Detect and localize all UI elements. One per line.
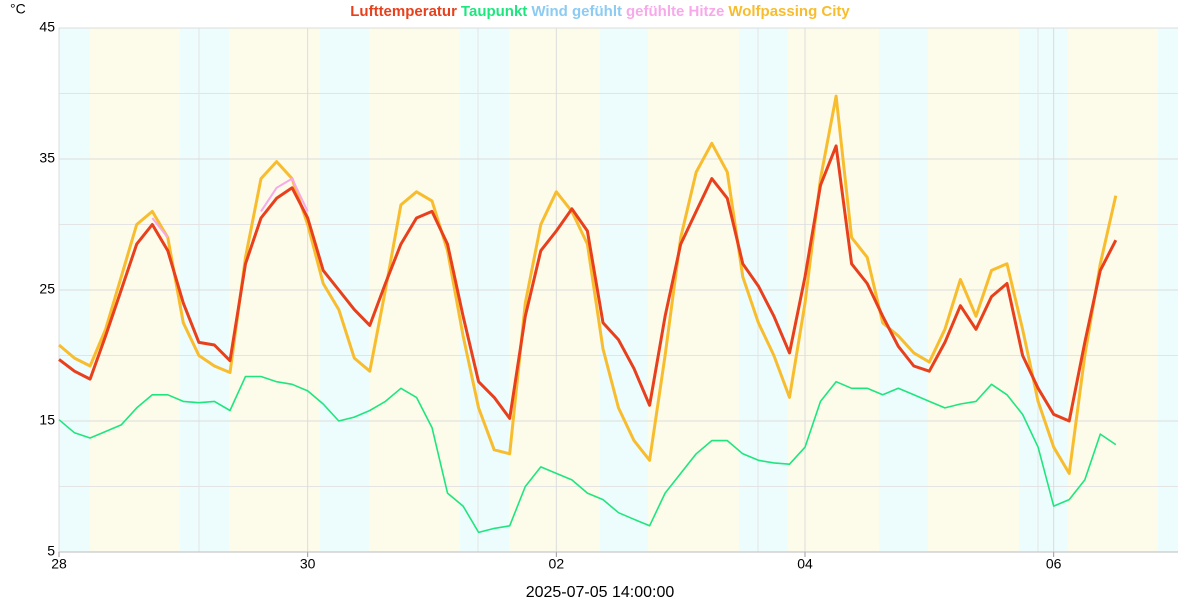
- y-tick-label: 45: [39, 19, 55, 35]
- plot-lines: [58, 94, 1118, 534]
- legend-entry[interactable]: Wind gefühlt: [531, 3, 622, 20]
- grid: [58, 27, 1178, 557]
- y-tick-label: 25: [39, 281, 55, 297]
- y-tick-label: 15: [39, 412, 55, 428]
- series-line: [58, 144, 1118, 423]
- legend: Lufttemperatur Taupunkt Wind gefühlt gefühl…: [350, 3, 850, 20]
- series-line: [151, 177, 309, 239]
- legend-entry[interactable]: Lufttemperatur: [350, 3, 457, 20]
- y-tick-label: 5: [47, 543, 55, 559]
- labels: 5 15 25 35 45 28 30 02 04 06: [39, 19, 1061, 572]
- legend-entry[interactable]: Wolfpassing City: [728, 3, 850, 20]
- legend-entry[interactable]: gefühlte Hitze: [626, 3, 724, 20]
- y-tick-label: 35: [39, 150, 55, 166]
- x-tick-label: 06: [1046, 556, 1062, 572]
- cursor-label: 2025-07-05 14:00:00: [526, 584, 675, 600]
- x-tick-label: 04: [797, 556, 813, 572]
- y-unit: °C: [10, 1, 26, 17]
- x-tick-label: 28: [51, 556, 67, 572]
- legend-entry[interactable]: Taupunkt: [461, 3, 527, 20]
- x-tick-label: 02: [549, 556, 565, 572]
- x-tick-label: 30: [300, 556, 316, 572]
- series-line: [58, 375, 1117, 534]
